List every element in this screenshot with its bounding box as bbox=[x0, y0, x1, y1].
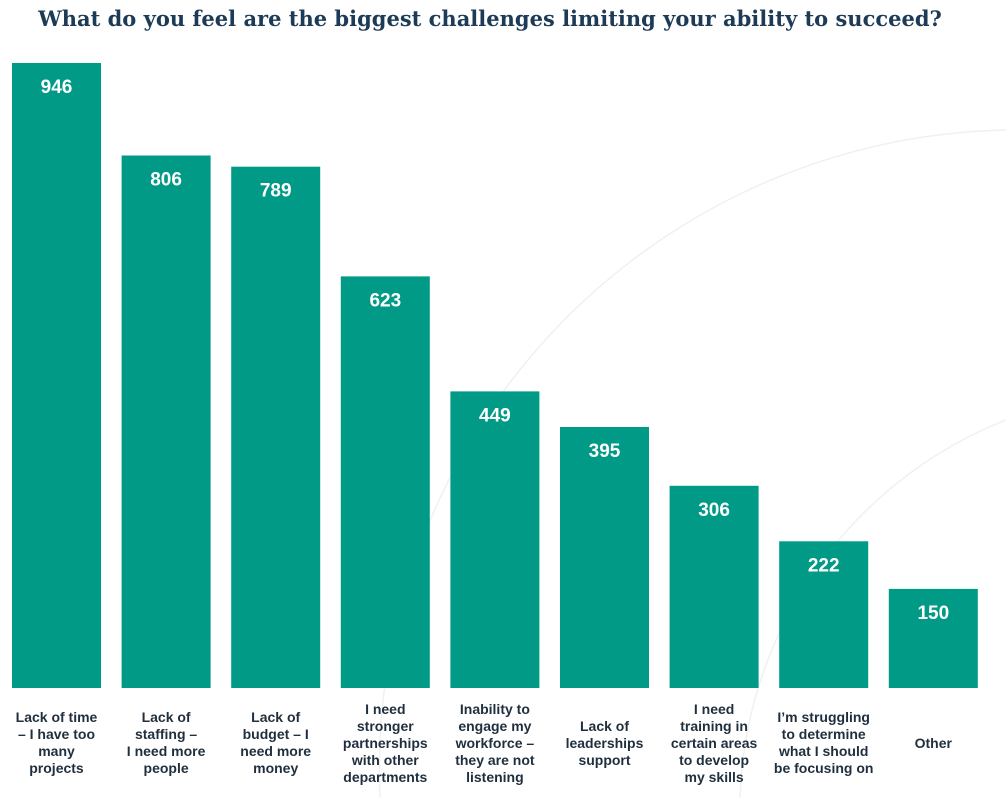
category-label-0: Lack of time – I have too many projects bbox=[3, 700, 111, 786]
category-label-line: budget – I bbox=[242, 726, 309, 742]
category-label-line: I need more bbox=[126, 743, 206, 759]
category-label-line: Lack of bbox=[251, 709, 301, 725]
category-label-line: need more bbox=[240, 743, 312, 759]
category-label-5: Lack of leaderships support bbox=[551, 700, 659, 786]
category-label-4: Inability to engage my workforce – they are… bbox=[441, 700, 549, 786]
category-label-line: staffing – bbox=[134, 726, 198, 742]
category-label-6: I need training in certain areas to develop… bbox=[660, 700, 768, 786]
category-label-line: they are not bbox=[455, 751, 535, 768]
category-label-line: Inability to bbox=[459, 700, 530, 717]
bar-value-label-1: 806 bbox=[150, 170, 182, 191]
category-label-line: Lack of bbox=[141, 709, 191, 725]
category-label-line: projects bbox=[29, 760, 84, 776]
category-label-line: money bbox=[253, 760, 299, 776]
category-label-line: what I should bbox=[778, 743, 869, 759]
bar-value-label-6: 306 bbox=[698, 500, 730, 521]
bar-value-label-2: 789 bbox=[260, 181, 292, 202]
category-label-line: Lack of bbox=[579, 717, 629, 734]
category-label-line: my skills bbox=[684, 768, 744, 785]
bar-value-label-0: 946 bbox=[41, 77, 73, 98]
bar-value-label-4: 449 bbox=[479, 405, 511, 426]
category-label-line: support bbox=[578, 751, 631, 768]
category-label-1: Lack of staffing – I need more people bbox=[112, 700, 220, 786]
category-label-line: many bbox=[38, 743, 75, 759]
category-label-line: certain areas bbox=[670, 734, 758, 751]
bar-7 bbox=[779, 541, 869, 688]
bar-value-label-7: 222 bbox=[808, 555, 840, 576]
bar-value-label-3: 623 bbox=[369, 290, 401, 311]
category-label-line: listening bbox=[466, 768, 524, 785]
bar-0 bbox=[12, 63, 101, 688]
category-label-line: Other bbox=[914, 734, 952, 751]
category-label-3: I need stronger partnerships with other depa… bbox=[331, 700, 439, 786]
category-label-line: with other bbox=[351, 751, 419, 768]
category-label-line: – I have too bbox=[17, 726, 95, 742]
category-label-line: I need bbox=[365, 700, 406, 717]
bar-1 bbox=[121, 155, 211, 688]
category-label-line: training in bbox=[680, 717, 748, 734]
category-label-line: Lack of time bbox=[15, 709, 98, 725]
category-label-line: to determine bbox=[781, 726, 866, 742]
category-label-line: I’m struggling bbox=[777, 709, 870, 725]
category-label-7: I’m struggling to determine what I should b… bbox=[770, 700, 878, 786]
bar-value-label-5: 395 bbox=[589, 441, 621, 462]
category-label-line: engage my bbox=[458, 717, 532, 734]
bar-6 bbox=[669, 485, 759, 688]
chart-title: What do you feel are the biggest challen… bbox=[38, 6, 942, 31]
category-label-line: departments bbox=[343, 768, 428, 785]
category-label-line: leaderships bbox=[565, 734, 644, 751]
category-label-line: people bbox=[143, 760, 189, 776]
category-label-line: stronger bbox=[356, 717, 414, 734]
bar-4 bbox=[450, 391, 540, 688]
category-label-line: to develop bbox=[679, 751, 750, 768]
bar-5 bbox=[560, 427, 649, 688]
bar-8 bbox=[888, 588, 978, 688]
category-label-8: Other bbox=[879, 700, 987, 786]
category-label-line: I need bbox=[693, 700, 735, 717]
bar-2 bbox=[231, 166, 321, 688]
bar-3 bbox=[340, 276, 430, 688]
bar-value-label-8: 150 bbox=[917, 603, 949, 624]
category-label-line: workforce – bbox=[455, 734, 535, 751]
category-label-line: be focusing on bbox=[773, 760, 874, 776]
category-label-line: partnerships bbox=[342, 734, 428, 751]
